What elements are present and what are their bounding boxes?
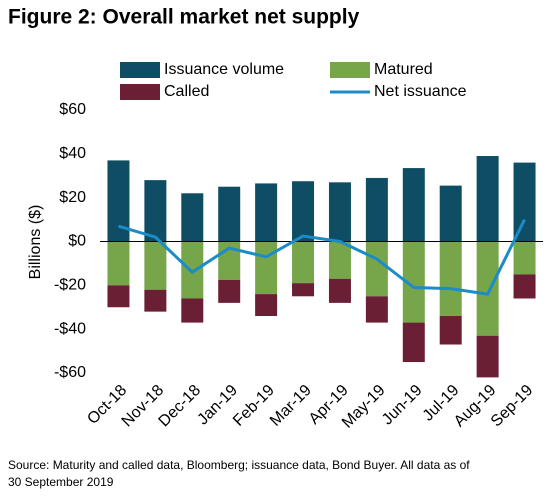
legend-label: Issuance volume: [164, 61, 284, 78]
bar: [181, 241, 204, 299]
bar: [107, 241, 130, 286]
bar: [402, 322, 425, 363]
bar: [144, 289, 167, 312]
y-tick-label: $40: [59, 145, 86, 162]
bar: [292, 241, 315, 284]
bar: [255, 241, 278, 295]
bar: [513, 274, 536, 299]
bar: [181, 298, 204, 323]
bar: [107, 285, 130, 308]
x-tick-label: Sep-19: [488, 382, 537, 431]
bar: [255, 294, 278, 317]
x-tick-label: Dec-18: [156, 382, 205, 431]
legend-label: Net issuance: [374, 83, 467, 100]
bar: [107, 160, 130, 242]
bar: [476, 241, 499, 336]
legend-swatch: [330, 62, 370, 78]
y-axis-label: Billions ($): [27, 205, 44, 280]
bar: [439, 241, 462, 317]
x-tick-label: Mar-19: [267, 382, 315, 430]
bar: [402, 241, 425, 323]
legend-swatch: [120, 84, 160, 100]
source-note: 30 September 2019: [8, 475, 114, 489]
bar: [292, 283, 315, 297]
bar: [328, 182, 351, 242]
legend-label: Matured: [374, 61, 433, 78]
legend-label: Called: [164, 83, 209, 100]
bar: [513, 241, 536, 275]
bar: [476, 156, 499, 242]
y-tick-label: $20: [59, 189, 86, 206]
bar: [328, 241, 351, 279]
source-note: Source: Maturity and called data, Bloomb…: [8, 458, 470, 472]
bar: [365, 296, 388, 323]
bar: [513, 162, 536, 242]
chart-title: Figure 2: Overall market net supply: [8, 6, 360, 29]
legend-swatch: [120, 62, 160, 78]
bar: [144, 241, 167, 290]
bar: [218, 279, 241, 303]
bar: [144, 180, 167, 242]
bar: [439, 185, 462, 242]
bar: [439, 316, 462, 345]
y-tick-label: $60: [59, 101, 86, 118]
bar: [402, 168, 425, 242]
bar: [476, 335, 499, 378]
bar: [255, 183, 278, 242]
y-tick-label: $0: [68, 233, 86, 250]
bar: [365, 241, 388, 297]
bar: [292, 181, 315, 242]
bar: [328, 278, 351, 303]
y-tick-label: -$40: [54, 320, 86, 337]
line: [118, 218, 526, 296]
y-tick-label: -$60: [54, 364, 86, 381]
bar: [365, 177, 388, 242]
bar: [218, 186, 241, 242]
bar: [181, 193, 204, 242]
x-tick-label: Jun-19: [379, 382, 426, 429]
y-tick-label: -$20: [54, 277, 86, 294]
